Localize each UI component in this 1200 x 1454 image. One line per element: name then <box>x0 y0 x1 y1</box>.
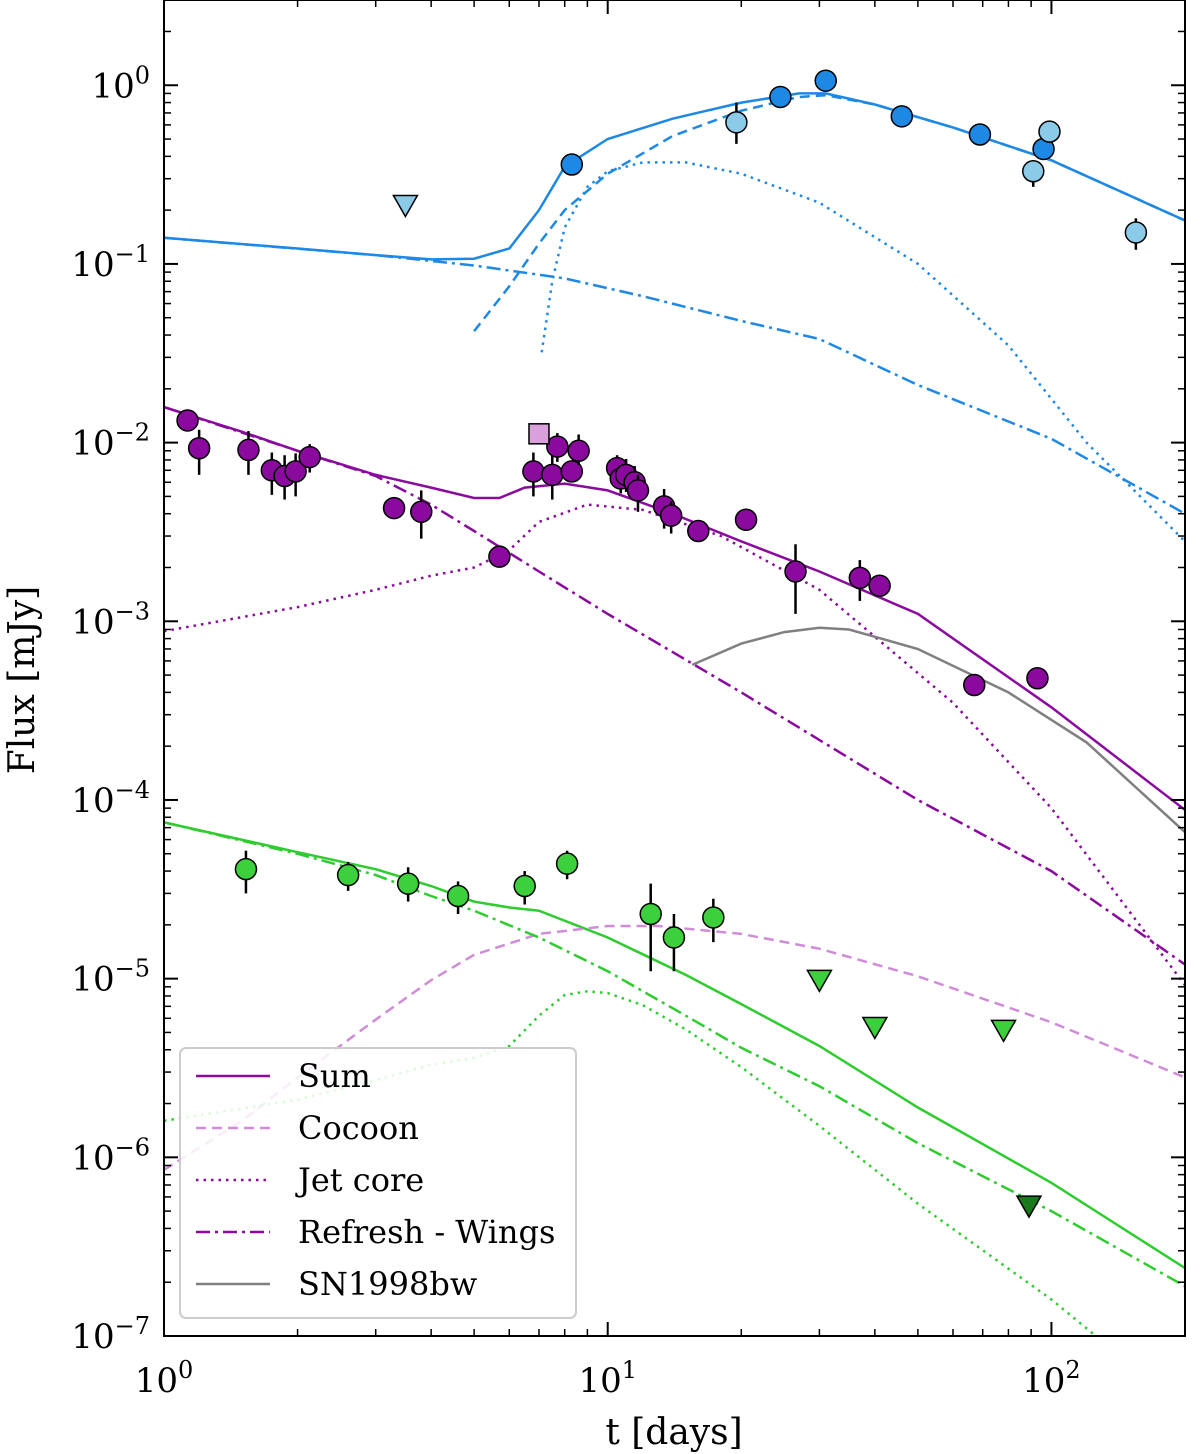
series-line-x-ray-refresh-wings <box>164 821 1185 1288</box>
data-point <box>702 906 725 929</box>
y-tick-label: 10−6 <box>71 1133 150 1178</box>
data-point <box>410 500 433 524</box>
data-point <box>176 409 199 432</box>
data-point <box>392 194 419 219</box>
y-tick-label: 10−4 <box>71 776 150 821</box>
y-tick-label: 10−3 <box>71 597 150 642</box>
data-point <box>963 673 986 697</box>
legend-label-sum: Sum <box>298 1057 371 1095</box>
y-tick-label: 10−2 <box>71 419 150 464</box>
ticks-layer <box>163 0 1186 1337</box>
data-point <box>806 969 833 993</box>
data-point <box>488 545 511 568</box>
point-group-x-ray-upper-limit-dark <box>1015 1195 1043 1219</box>
data-point <box>187 436 211 460</box>
legend-box <box>179 1047 577 1319</box>
data-point <box>848 566 872 590</box>
data-point <box>659 504 683 527</box>
data-point <box>990 1019 1017 1043</box>
data-point <box>336 863 360 887</box>
data-point <box>560 460 584 483</box>
y-tick-label: 10−1 <box>71 240 150 285</box>
series-line-radio-jet-core <box>540 161 1185 543</box>
data-point <box>868 574 891 598</box>
data-point <box>396 872 420 895</box>
series-line-sn1998bw <box>691 626 1185 834</box>
data-point <box>446 884 470 908</box>
data-point <box>769 85 792 109</box>
legend-label-refresh-wings: Refresh - Wings <box>298 1213 555 1251</box>
data-point <box>522 460 545 483</box>
point-group-radio-points-light <box>725 102 1148 250</box>
y-tick-label: 100 <box>91 61 150 106</box>
legend: Sum Cocoon Jet core Refresh - Wings SN1998bw <box>179 1047 577 1319</box>
data-point <box>662 926 686 949</box>
data-point <box>567 439 590 463</box>
point-group-optical-points <box>176 409 1049 697</box>
x-axis-label: t [days] <box>605 1412 742 1453</box>
y-tick-label: 10−7 <box>71 1312 150 1357</box>
point-group-optical-square <box>528 423 550 445</box>
data-point <box>234 857 258 881</box>
series-line-radio-refresh-wings <box>164 236 1185 515</box>
series-line-optical-jet-core <box>164 503 1185 986</box>
y-axis-label: Flux [mJy] <box>2 586 43 774</box>
data-point <box>968 123 992 146</box>
x-tick-label: 100 <box>135 1356 194 1401</box>
data-point <box>890 105 914 128</box>
data-point <box>555 852 579 875</box>
points-layer <box>176 69 1148 1219</box>
legend-label-sn1998bw: SN1998bw <box>298 1265 477 1303</box>
data-point <box>237 438 260 462</box>
series-line-optical-refresh-wings <box>164 405 1185 966</box>
plot-frame <box>163 0 1186 1337</box>
data-point <box>513 874 536 898</box>
data-point <box>734 508 758 532</box>
data-point <box>1038 120 1061 143</box>
data-point <box>861 1016 889 1040</box>
series-line-radio-cocoon <box>473 93 1185 332</box>
data-point <box>687 519 710 543</box>
data-point <box>560 153 584 176</box>
point-group-radio-points <box>560 69 1055 176</box>
data-point <box>814 69 837 92</box>
data-point <box>1022 160 1045 183</box>
data-point <box>725 111 748 134</box>
x-tick-label: 102 <box>1022 1356 1081 1401</box>
data-point <box>784 560 807 583</box>
series-line-x-ray-sum <box>164 821 1185 1270</box>
point-group-radio-upper-limits <box>392 194 419 219</box>
data-point <box>284 460 307 483</box>
data-point <box>639 902 662 926</box>
point-group-x-ray-upper-limits <box>806 969 1017 1043</box>
x-tick-label: 101 <box>578 1356 637 1401</box>
data-point <box>1026 666 1049 690</box>
series-line-x-ray-jet-core <box>164 990 1098 1336</box>
data-point <box>528 423 550 445</box>
legend-label-jet-core: Jet core <box>295 1161 424 1199</box>
data-point <box>1124 221 1148 244</box>
tick-labels: 100 101 102 10−7 10−6 10−5 10−4 10−3 10−2 10−1 100 <box>71 61 1080 1401</box>
point-group-x-ray-points <box>234 850 725 972</box>
data-point <box>298 445 321 469</box>
y-tick-label: 10−5 <box>71 955 150 1000</box>
data-point <box>382 496 406 520</box>
data-point <box>626 479 650 502</box>
data-point <box>1015 1195 1043 1219</box>
data-point <box>546 435 569 458</box>
data-point <box>541 463 564 487</box>
legend-label-cocoon: Cocoon <box>298 1109 419 1147</box>
